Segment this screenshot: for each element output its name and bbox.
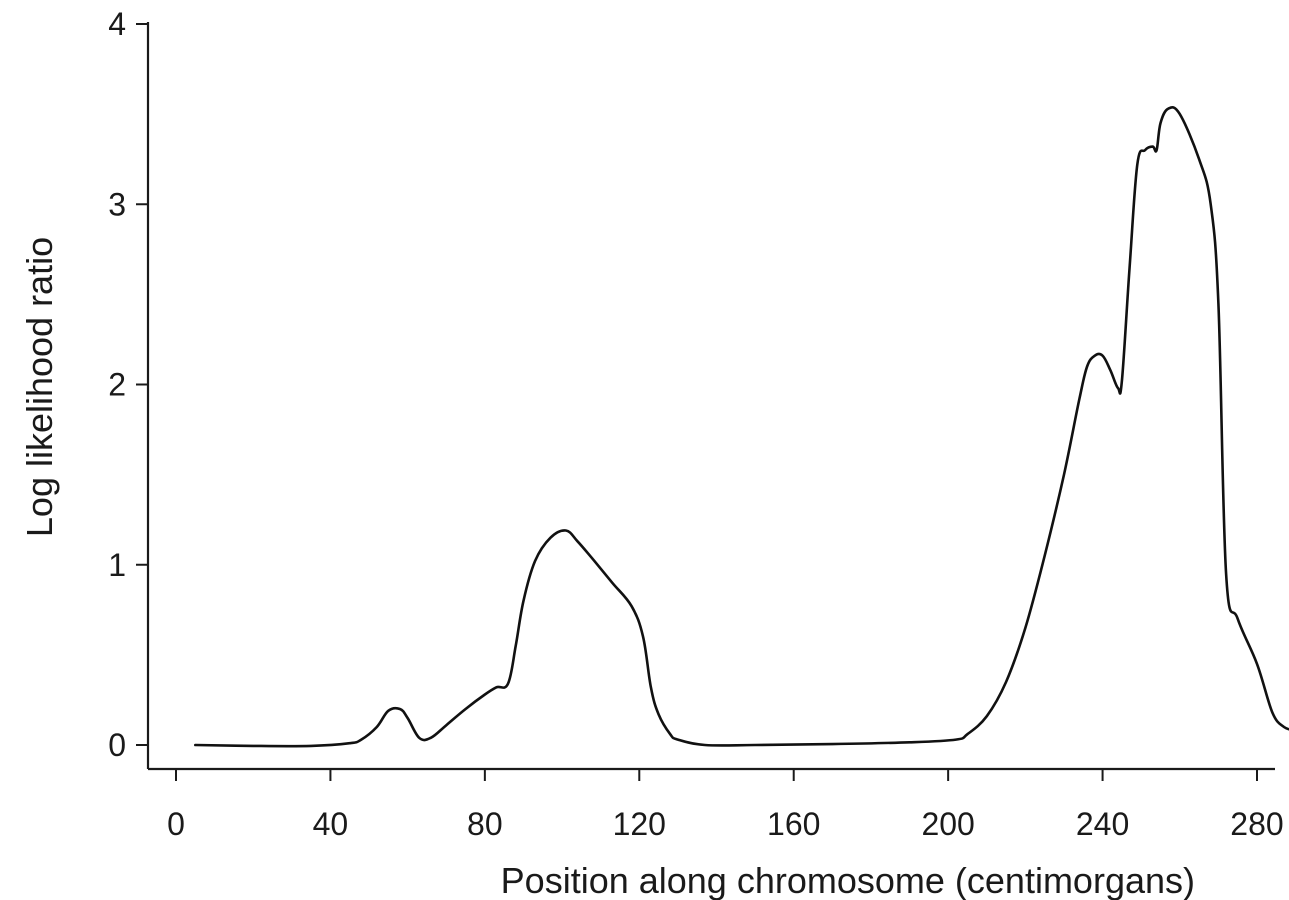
y-tick-label: 3 [108, 186, 126, 222]
x-tick-label: 120 [613, 806, 666, 842]
x-axis-ticks: 0 40 80 120 160 200 240 280 [167, 769, 1284, 842]
y-axis-title: Log likelihood ratio [19, 237, 60, 537]
y-tick-label: 0 [108, 727, 126, 763]
series-line [194, 106, 1289, 748]
x-tick-label: 0 [167, 806, 185, 842]
x-tick-label: 40 [313, 806, 349, 842]
x-tick-label: 80 [467, 806, 503, 842]
y-tick-label: 4 [108, 6, 126, 42]
x-axis-title: Position along chromosome (centimorgans) [501, 860, 1195, 900]
x-tick-label: 200 [921, 806, 974, 842]
y-tick-label: 2 [108, 367, 126, 403]
y-axis-ticks: 0 1 2 3 4 [108, 6, 148, 763]
y-tick-label: 1 [108, 547, 126, 583]
x-tick-label: 280 [1230, 806, 1283, 842]
x-tick-label: 160 [767, 806, 820, 842]
x-tick-label: 240 [1076, 806, 1129, 842]
